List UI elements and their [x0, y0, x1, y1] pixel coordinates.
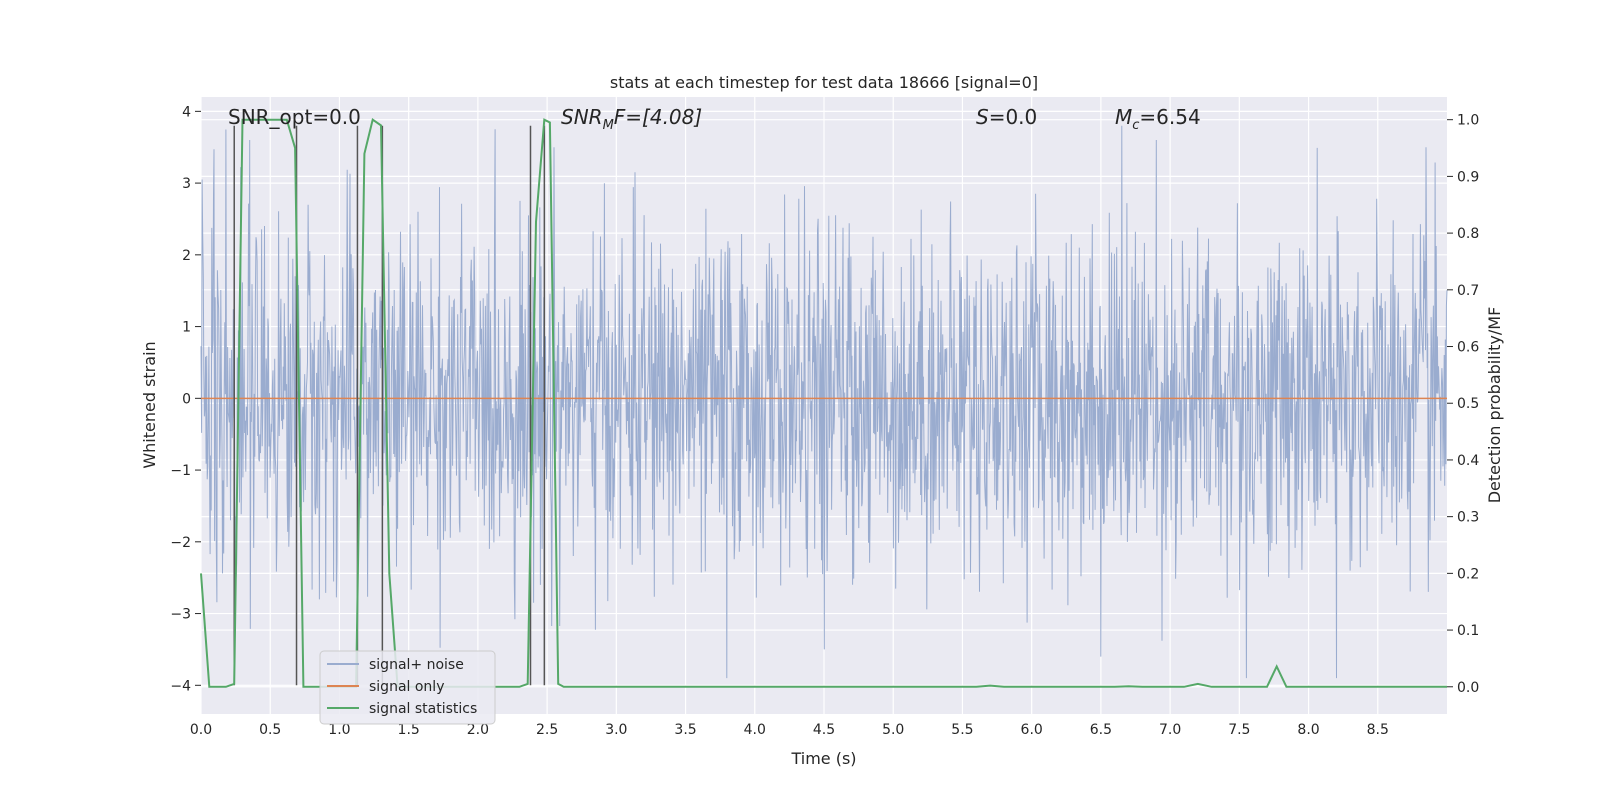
y-axis-label-left: Whitened strain	[140, 341, 159, 468]
x-tick-label: 3.0	[605, 722, 627, 738]
y-left-tick-label: 0	[182, 391, 191, 407]
annotation-s: S=0.0	[976, 105, 1037, 129]
statistics-line	[200, 118, 1447, 688]
y-right-tick-label: 0.2	[1457, 566, 1479, 582]
x-axis-label: Time (s)	[790, 749, 856, 768]
x-tick-label: 5.5	[951, 722, 973, 738]
y-left-tick-label: −4	[170, 678, 191, 694]
y-right-tick-label: 0.6	[1457, 340, 1479, 356]
y-right-tick-label: 0.7	[1457, 283, 1479, 299]
y-left-tick-label: −1	[170, 463, 191, 479]
x-tick-label: 1.5	[398, 722, 420, 738]
y-left-tick-label: −3	[170, 607, 191, 623]
x-tick-label: 7.0	[1159, 722, 1181, 738]
legend-box	[319, 650, 496, 725]
legend-label-noise: signal+ noise	[369, 657, 464, 673]
y-right-tick-label: 1.0	[1457, 113, 1479, 129]
x-tick-label: 6.5	[1090, 722, 1112, 738]
x-tick-label: 8.5	[1367, 722, 1389, 738]
y-left-tick-label: 3	[182, 176, 191, 192]
y-right-tick-label: 0.1	[1457, 623, 1479, 639]
y-left-tick-label: 2	[182, 248, 191, 264]
y-right-tick-label: 0.8	[1457, 226, 1479, 242]
noise-trace	[200, 125, 1448, 679]
x-tick-label: 7.5	[1228, 722, 1250, 738]
x-tick-label: 4.5	[813, 722, 835, 738]
annotation-mc: Mc=6.54	[1115, 105, 1201, 133]
chart-title: stats at each timestep for test data 186…	[610, 73, 1038, 92]
x-tick-label: 1.0	[328, 722, 350, 738]
x-tick-label: 5.0	[882, 722, 904, 738]
x-tick-label: 0.5	[259, 722, 281, 738]
x-tick-label: 2.5	[536, 722, 558, 738]
noise-series	[200, 125, 1448, 679]
y-left-tick-label: 1	[182, 320, 191, 336]
x-tick-label: 6.0	[1021, 722, 1043, 738]
y-right-tick-label: 0.4	[1457, 453, 1479, 469]
y-right-tick-label: 0.5	[1457, 396, 1479, 412]
annotation-snr-opt: SNR_opt=0.0	[228, 105, 361, 129]
x-tick-label: 0.0	[190, 722, 212, 738]
x-tick-label: 3.5	[674, 722, 696, 738]
x-tick-label: 8.0	[1297, 722, 1319, 738]
y-right-tick-label: 0.3	[1457, 510, 1479, 526]
y-right-tick-label: 0.9	[1457, 169, 1479, 185]
legend: signal+ noise signal only signal statist…	[319, 650, 496, 725]
y-axis-label-right: Detection probability/MF	[1485, 307, 1504, 504]
legend-label-signal-only: signal only	[369, 679, 444, 695]
x-tick-label: 2.0	[467, 722, 489, 738]
y-right-tick-label: 0.0	[1457, 680, 1479, 696]
x-tick-label: 4.0	[744, 722, 766, 738]
y-left-tick-label: 4	[182, 104, 191, 120]
y-left-tick-label: −2	[170, 535, 191, 551]
legend-label-statistics: signal statistics	[369, 701, 477, 717]
annotation-snr-mf: SNRMF=[4.08]	[561, 105, 702, 133]
ticks: 0.0 0.5 1.0 1.5 2.0 2.5 3.0 3.5 4.0 4.5 5.0 5.5 6.0 6…	[170, 104, 1479, 738]
